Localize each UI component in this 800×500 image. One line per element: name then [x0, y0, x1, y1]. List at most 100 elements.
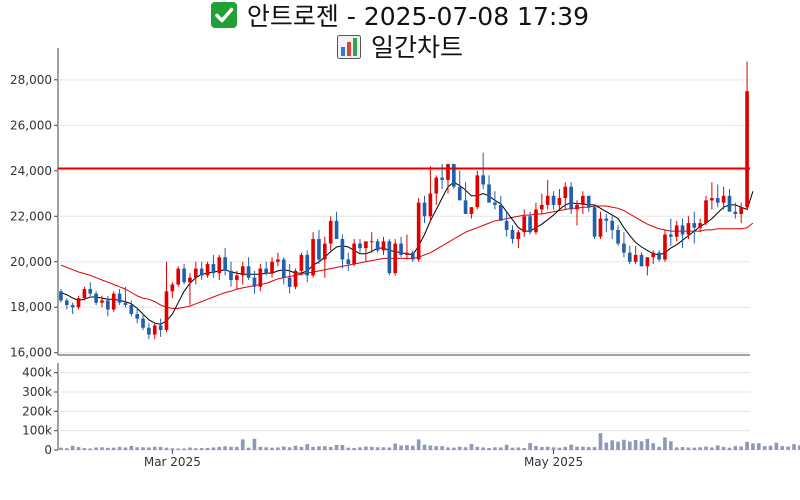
candle-body: [669, 234, 673, 237]
volume-bar: [323, 446, 327, 450]
volume-bar: [170, 448, 175, 450]
price-y-tick-label: 26,000: [10, 118, 52, 132]
candle-body: [217, 257, 222, 274]
volume-bar: [252, 438, 257, 450]
volume-bar: [756, 443, 761, 450]
volume-bar: [317, 446, 321, 450]
volume-bar: [176, 448, 181, 450]
volume-bar: [633, 439, 638, 450]
volume-bar: [469, 444, 474, 450]
volume-bar: [669, 441, 673, 450]
volume-bar: [76, 447, 81, 450]
candle-body: [581, 195, 585, 205]
candle-body: [293, 270, 298, 287]
volume-bar: [798, 445, 800, 450]
candle-body: [223, 257, 227, 271]
candle-body: [129, 304, 134, 315]
candle-body: [70, 304, 75, 308]
volume-bar: [516, 447, 521, 450]
candle-body: [340, 239, 345, 260]
candle-body: [475, 175, 480, 208]
volume-bar: [627, 441, 632, 450]
candle-body: [692, 223, 697, 228]
volume-bar: [434, 446, 439, 450]
volume-bar: [727, 447, 732, 450]
volume-bar: [188, 447, 192, 450]
bar-chart-icon-bar-2: [346, 42, 351, 56]
volume-bar: [405, 445, 409, 450]
volume-bar: [610, 440, 615, 450]
candle-body: [663, 234, 667, 260]
volume-bar: [698, 447, 702, 450]
candle-body: [100, 300, 104, 303]
candle-body: [715, 198, 720, 203]
volume-bar: [704, 446, 708, 450]
candle-body: [252, 277, 257, 287]
volume-y-tick-label: 400k: [22, 366, 52, 380]
volume-bar: [340, 444, 345, 450]
candle-body: [182, 268, 186, 283]
volume-bar: [70, 445, 75, 450]
candle-body: [498, 204, 503, 221]
volume-bar: [164, 447, 169, 450]
volume-bar: [381, 447, 386, 450]
candle-body: [88, 289, 93, 294]
volume-bar: [334, 444, 339, 450]
bar-chart-icon-bar-3: [352, 38, 357, 56]
candle-body: [193, 268, 198, 278]
volume-bar: [539, 447, 544, 450]
candle-body: [686, 223, 691, 235]
volume-bar: [733, 446, 738, 450]
volume-bar: [768, 445, 773, 450]
volume-bar: [592, 447, 597, 450]
candle-body: [457, 186, 462, 201]
candle-body: [199, 268, 204, 276]
candle-body: [410, 252, 415, 260]
volume-bar: [147, 447, 151, 450]
candle-body: [534, 209, 538, 233]
volume-bar: [551, 447, 556, 450]
candle-body: [610, 220, 615, 230]
volume-bar: [369, 446, 374, 450]
volume-bar: [223, 446, 227, 450]
candle-body: [323, 243, 327, 260]
x-tick-label: May 2025: [524, 455, 583, 469]
candle-body: [328, 220, 333, 244]
candle-body: [528, 216, 532, 233]
candle-body: [487, 184, 491, 203]
volume-bar: [510, 447, 515, 450]
price-y-tick-label: 22,000: [10, 209, 52, 223]
volume-bar: [651, 443, 656, 450]
volume-bar: [545, 446, 550, 450]
volume-bar: [792, 444, 796, 450]
volume-bar: [94, 447, 98, 450]
candle-body: [428, 193, 433, 217]
volume-bar: [193, 448, 198, 450]
volume-bar: [129, 445, 134, 450]
volume-bar: [152, 446, 157, 450]
candle-body: [299, 254, 304, 271]
volume-bar: [299, 446, 304, 450]
volume-bar: [498, 447, 503, 450]
volume-bar: [258, 446, 263, 450]
volume-bar: [64, 448, 69, 450]
candle-body: [152, 325, 157, 335]
candle-body: [551, 195, 556, 205]
volume-bar: [780, 446, 785, 450]
candle-body: [229, 270, 233, 280]
volume-bar: [135, 447, 139, 450]
candle-body: [246, 266, 251, 278]
volume-bar: [534, 445, 538, 450]
candle-body: [698, 223, 702, 228]
candle-body: [76, 298, 81, 308]
candle-body: [440, 177, 444, 180]
candle-body: [657, 252, 661, 260]
candle-body: [639, 254, 644, 267]
volume-bar: [393, 443, 398, 450]
price-y-tick-label: 24,000: [10, 164, 52, 178]
candle-body: [516, 232, 521, 240]
candle-body: [434, 177, 439, 194]
volume-bar: [182, 448, 186, 450]
volume-bar: [100, 447, 104, 450]
volume-bar: [586, 447, 591, 450]
